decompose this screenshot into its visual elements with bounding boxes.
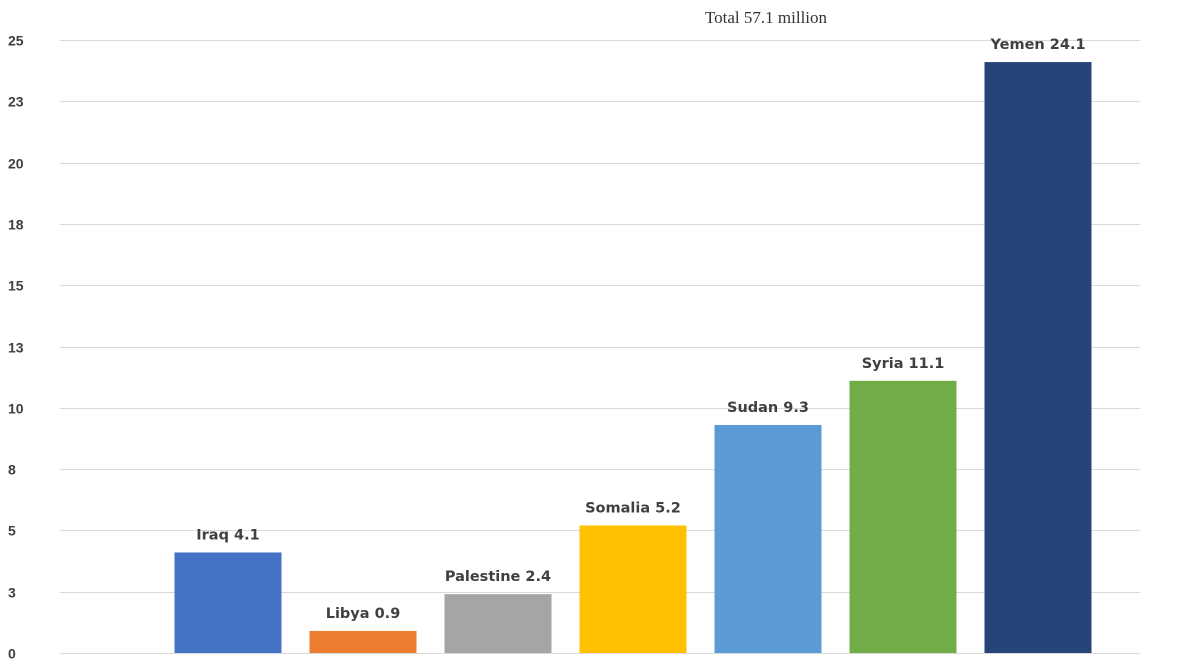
y-tick-label: 20 — [8, 156, 24, 172]
y-tick-label: 23 — [8, 94, 24, 110]
data-label-palestine: Palestine 2.4 — [445, 569, 551, 585]
y-tick-label: 3 — [8, 585, 16, 601]
y-axis-tick-labels: 0 3 5 8 10 13 15 18 20 23 25 — [8, 33, 24, 662]
bars — [174, 62, 1092, 654]
bar-sudan — [714, 424, 822, 653]
data-label-iraq: Iraq 4.1 — [196, 527, 259, 543]
data-label-somalia: Somalia 5.2 — [585, 500, 681, 516]
bar-syria — [849, 380, 957, 653]
bar-palestine — [444, 594, 552, 653]
y-tick-label: 13 — [8, 340, 24, 356]
y-tick-label: 10 — [8, 401, 24, 417]
data-label-syria: Syria 11.1 — [862, 356, 945, 372]
y-tick-label: 5 — [8, 523, 16, 539]
y-tick-label: 25 — [8, 33, 24, 49]
bar-libya — [309, 630, 417, 653]
data-label-yemen: Yemen 24.1 — [989, 37, 1085, 53]
bar-iraq — [174, 552, 282, 653]
data-label-libya: Libya 0.9 — [326, 606, 401, 622]
bar-somalia — [579, 525, 687, 653]
y-tick-label: 15 — [8, 278, 24, 294]
data-labels: Iraq 4.1 Libya 0.9 Palestine 2.4 Somalia 5.… — [196, 37, 1085, 622]
chart-title: Total 57.1 million — [705, 8, 828, 27]
bar-yemen — [984, 62, 1092, 654]
data-label-sudan: Sudan 9.3 — [727, 400, 809, 416]
y-tick-label: 8 — [8, 462, 16, 478]
y-tick-label: 0 — [8, 646, 16, 662]
y-tick-label: 18 — [8, 217, 24, 233]
